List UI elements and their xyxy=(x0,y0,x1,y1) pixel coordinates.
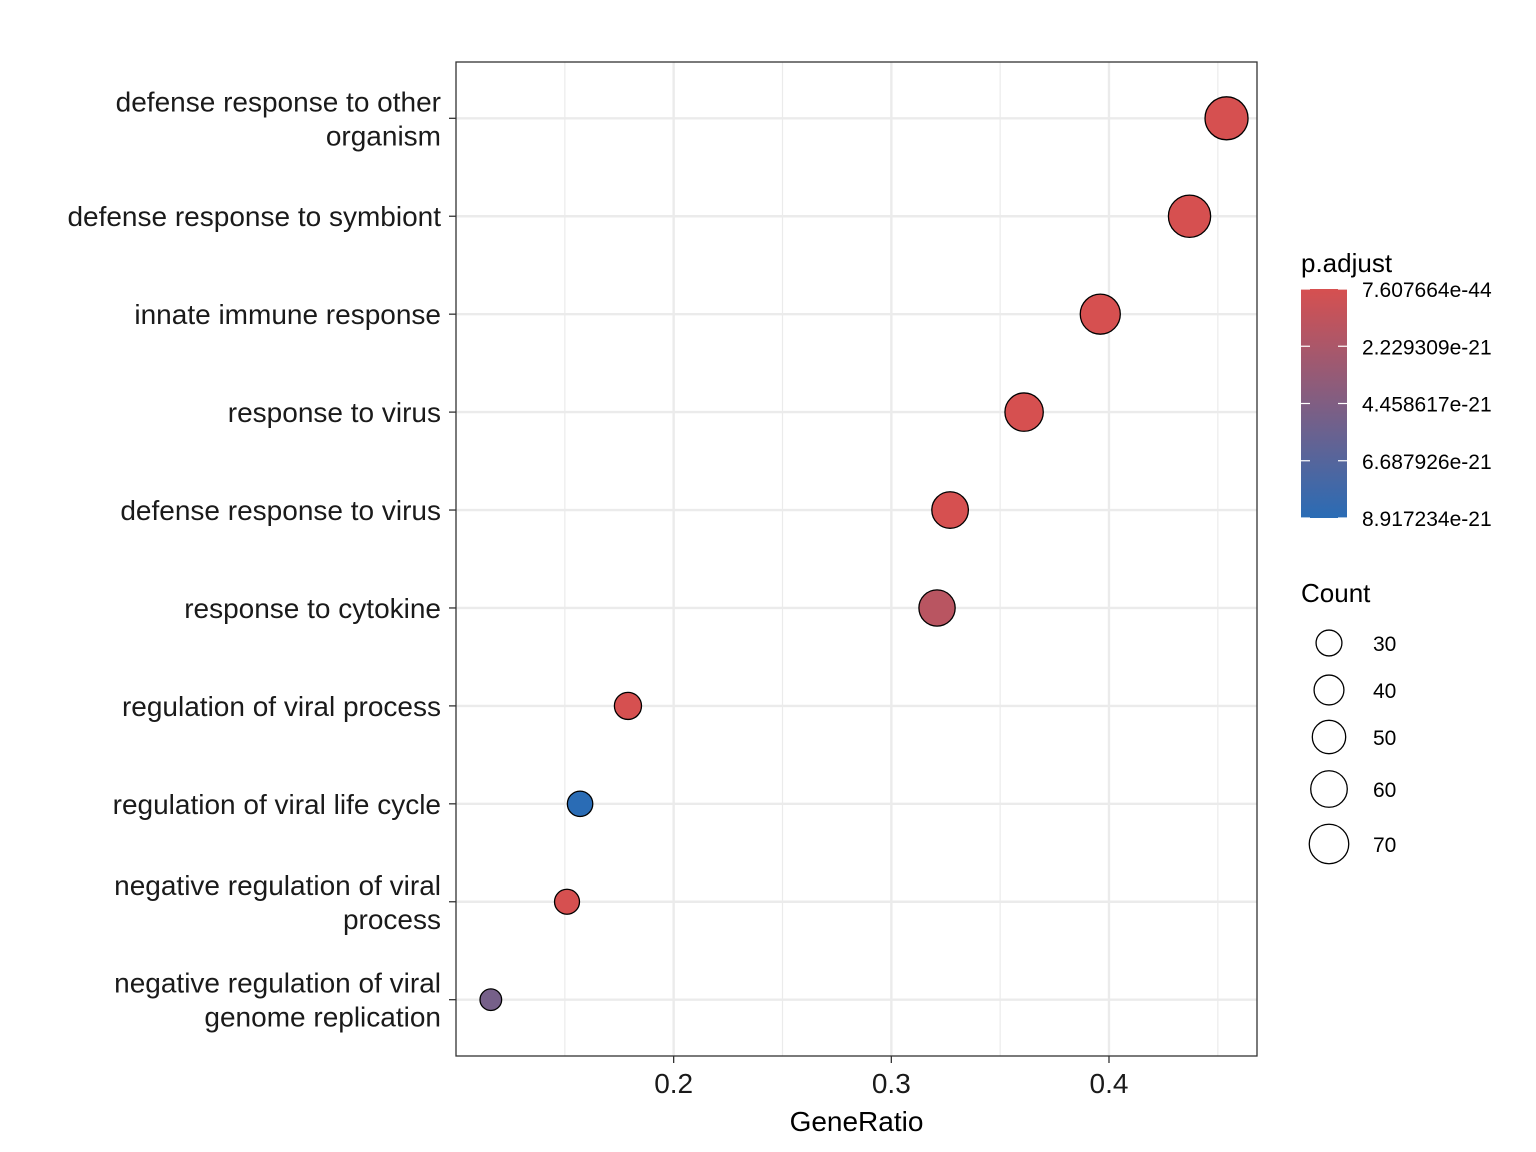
y-tick-label: regulation of viral process xyxy=(122,691,441,722)
y-tick-label: process xyxy=(343,904,441,935)
data-point xyxy=(566,790,594,818)
panel-border xyxy=(455,61,1258,1057)
size-legend-label: 50 xyxy=(1373,727,1396,750)
x-tick-label: 0.4 xyxy=(1090,1068,1129,1099)
y-tick-label: organism xyxy=(326,120,441,151)
y-tick-label: innate immune response xyxy=(134,299,441,330)
size-legend-key xyxy=(1308,823,1350,865)
size-legend-key xyxy=(1315,629,1343,657)
x-axis-title: GeneRatio xyxy=(790,1106,924,1137)
color-legend: p.adjust 7.607664e-44 2.229309e-21 4.45861… xyxy=(1301,248,1492,531)
y-tick-label: negative regulation of viral xyxy=(114,870,441,901)
data-point xyxy=(1167,194,1212,238)
size-legend-label: 60 xyxy=(1373,779,1396,802)
color-legend-ticks: 7.607664e-44 2.229309e-21 4.458617e-21 6.68… xyxy=(1301,279,1492,531)
color-legend-label: 8.917234e-21 xyxy=(1362,508,1492,531)
size-legend-label: 40 xyxy=(1373,680,1396,703)
size-legend-key xyxy=(1310,770,1348,808)
color-legend-label: 7.607664e-44 xyxy=(1362,279,1492,302)
x-axis: 0.2 0.3 0.4 xyxy=(654,1056,1128,1099)
color-legend-label: 6.687926e-21 xyxy=(1362,451,1492,474)
y-tick-label: defense response to virus xyxy=(120,495,441,526)
size-legend-label: 70 xyxy=(1373,834,1396,857)
y-tick-label: defense response to symbiont xyxy=(67,201,441,232)
data-point xyxy=(931,491,970,529)
data-point xyxy=(613,691,643,721)
size-legend-title: Count xyxy=(1301,578,1371,608)
grid-major xyxy=(456,62,1257,1056)
data-point xyxy=(1079,293,1121,335)
y-tick-label: genome replication xyxy=(204,1002,441,1033)
data-point xyxy=(479,988,503,1012)
size-legend-key xyxy=(1311,719,1347,755)
size-legend-label: 30 xyxy=(1373,633,1396,656)
size-legend: Count 30 40 50 60 70 xyxy=(1301,578,1396,865)
y-tick-label: regulation of viral life cycle xyxy=(113,789,441,820)
y-tick-label: negative regulation of viral xyxy=(114,968,441,999)
data-point xyxy=(918,589,956,627)
color-legend-label: 2.229309e-21 xyxy=(1362,336,1492,359)
data-points xyxy=(479,96,1249,1012)
x-tick-label: 0.3 xyxy=(872,1068,911,1099)
y-tick-label: response to virus xyxy=(228,397,441,428)
data-point xyxy=(553,888,581,915)
color-legend-title: p.adjust xyxy=(1301,248,1393,278)
color-legend-label: 4.458617e-21 xyxy=(1362,394,1492,417)
size-legend-keys: 30 40 50 60 70 xyxy=(1308,629,1396,865)
y-tick-label: response to cytokine xyxy=(184,593,441,624)
size-legend-key xyxy=(1313,674,1345,706)
x-tick-label: 0.2 xyxy=(654,1068,693,1099)
y-tick-label: defense response to other xyxy=(116,86,441,117)
data-point xyxy=(1004,392,1044,432)
data-point xyxy=(1204,96,1249,141)
